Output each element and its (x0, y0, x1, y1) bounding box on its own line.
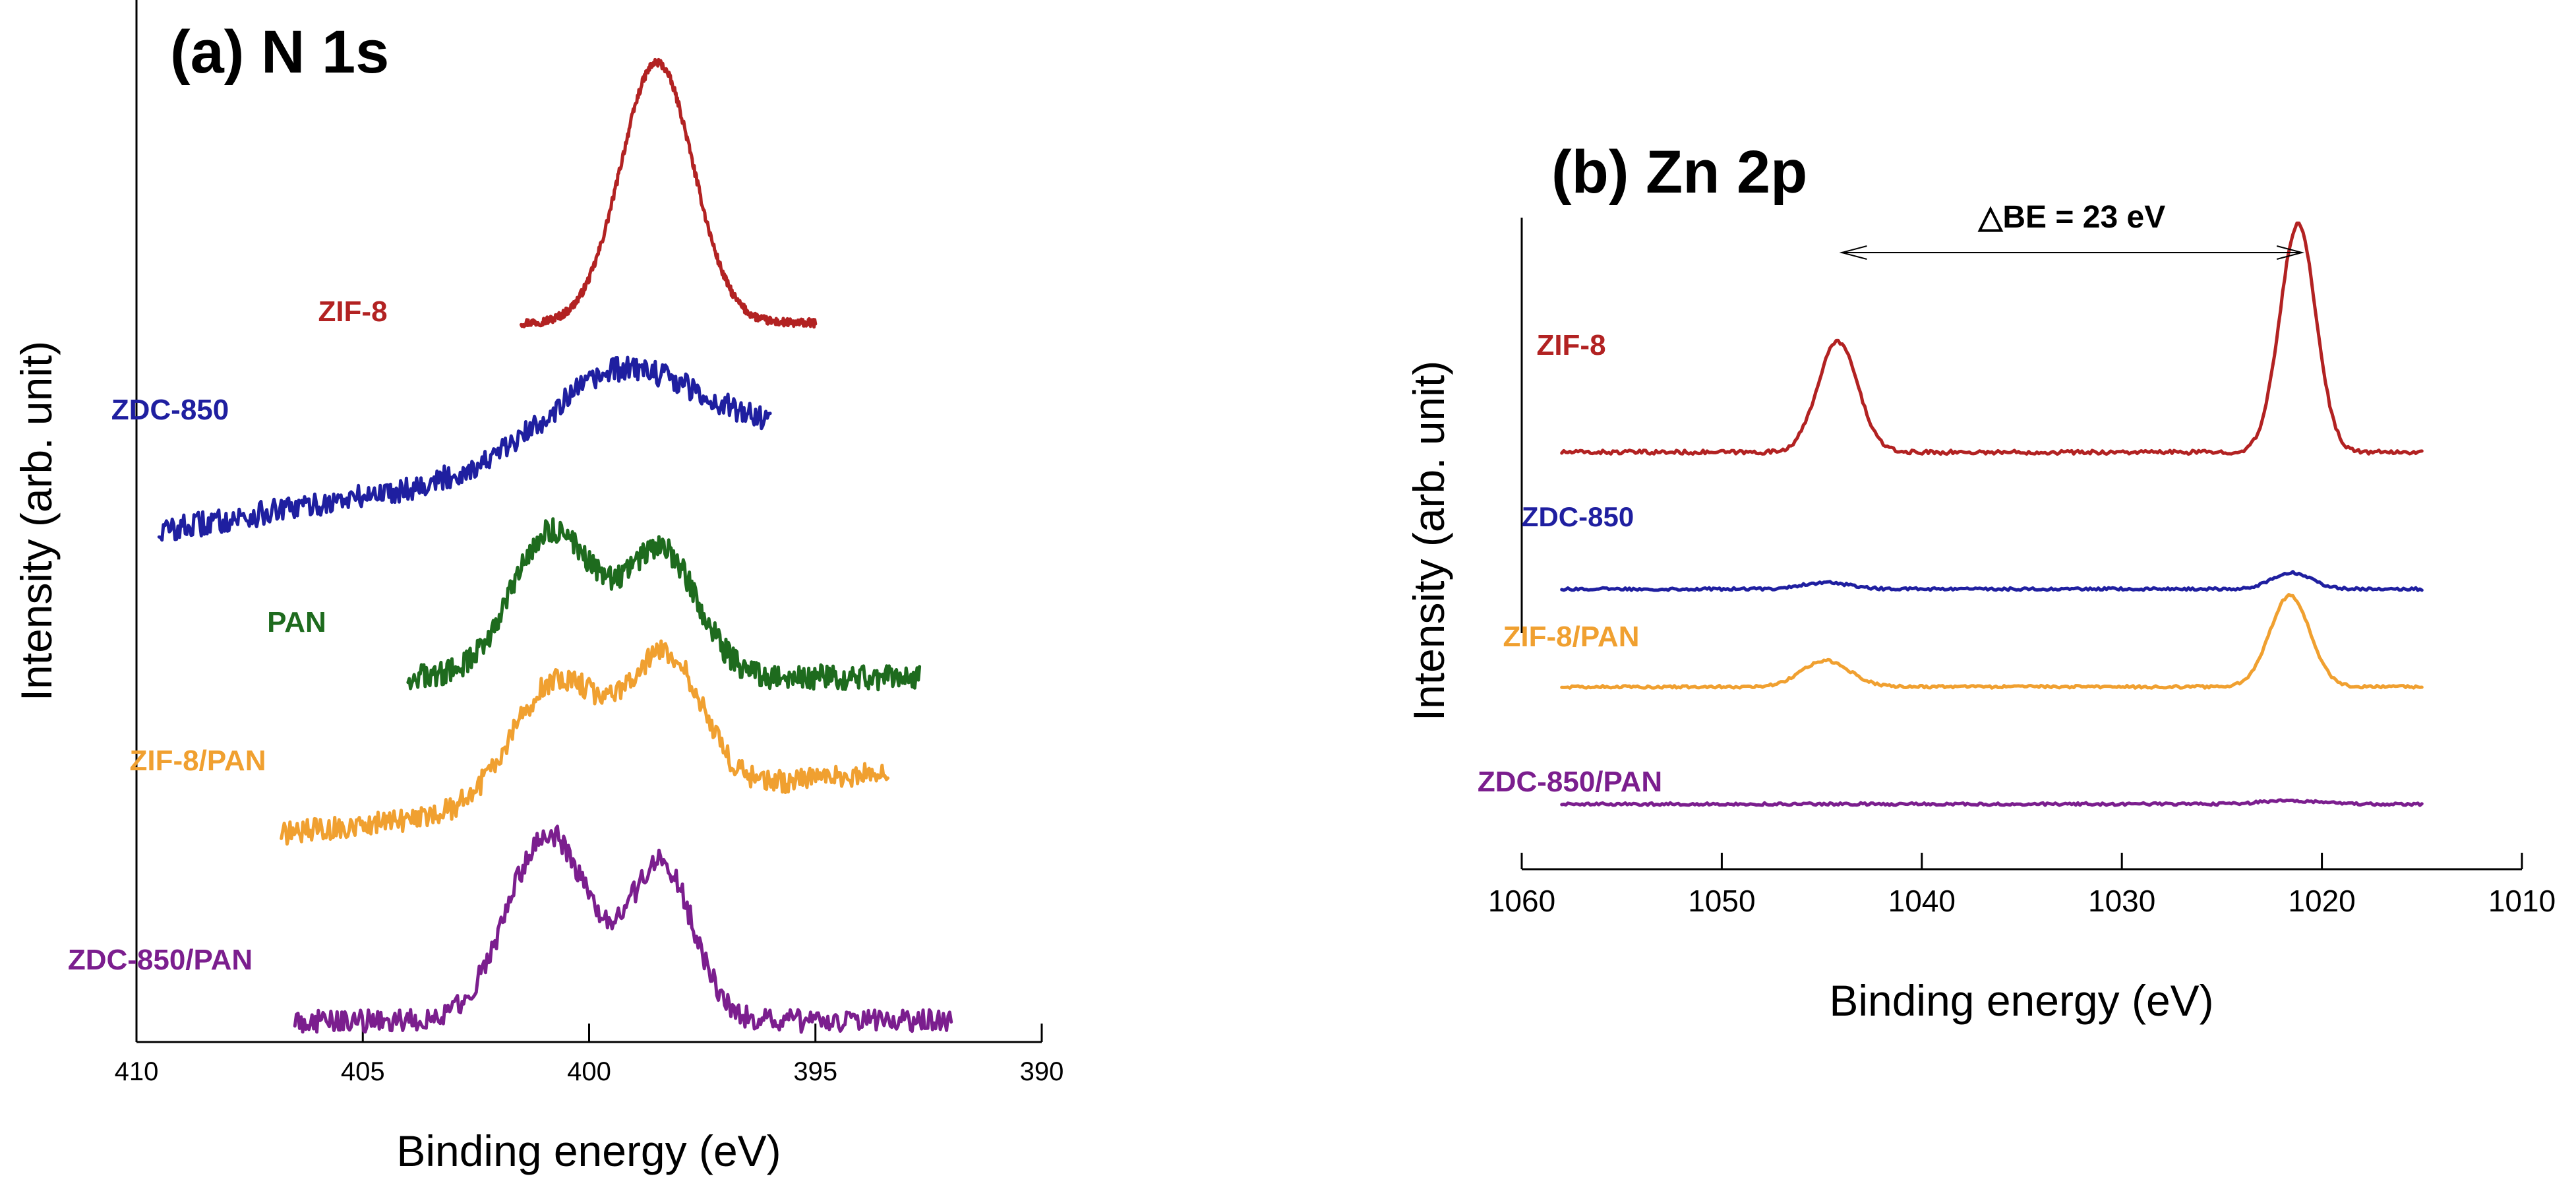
series-line-zif-8-pan (280, 639, 890, 846)
series-label-zdc-850-pan: ZDC-850/PAN (1478, 766, 1662, 798)
x-tick-label: 1060 (1488, 884, 1555, 918)
x-tick-label: 1040 (1888, 884, 1956, 918)
series-label-zif-8-pan: ZIF-8/PAN (130, 745, 266, 777)
x-tick-label: 400 (567, 1057, 611, 1086)
delta-be-label: △BE = 23 eV (1977, 200, 2165, 235)
arrow-left-icon (1839, 245, 1867, 260)
x-tick-label: 390 (1020, 1057, 1064, 1086)
x-tick-label: 1050 (1688, 884, 1755, 918)
series-label-zdc-850: ZDC-850 (111, 394, 229, 426)
series-line-zif-8 (1560, 221, 2424, 456)
series-label-zdc-850: ZDC-850 (1522, 501, 1634, 532)
series-label-zdc-850-pan: ZDC-850/PAN (68, 944, 253, 976)
series-line-zif-8-pan (1560, 593, 2424, 690)
x-tick-label: 1020 (2288, 884, 2355, 918)
panel-title: (b) Zn 2p (1551, 138, 1807, 206)
x-axis-label: Binding energy (eV) (1829, 976, 2213, 1025)
y-axis-label: Intensity (arb. unit) (12, 341, 61, 702)
panel-b-zn2p: 1060 1050 1040 1030 1020 1010 (b) Zn 2p Binding… (1404, 138, 2556, 1025)
series-line-pan (406, 517, 922, 692)
x-axis-label: Binding energy (eV) (396, 1126, 781, 1175)
series-label-zif-8: ZIF-8 (1536, 329, 1605, 361)
series-label-zif-8: ZIF-8 (318, 295, 387, 328)
series-line-zdc-850 (1560, 570, 2424, 592)
x-tick-label: 410 (115, 1057, 159, 1086)
series-line-zdc-850 (157, 355, 772, 542)
y-axis-label: Intensity (arb. unit) (1404, 361, 1453, 721)
series-line-zdc-850-pan (1560, 798, 2424, 807)
series-line-zdc-850-pan (293, 824, 953, 1034)
x-tick-label: 395 (793, 1057, 837, 1086)
x-tick-label: 1010 (2488, 884, 2556, 918)
series-label-zif-8-pan: ZIF-8/PAN (1503, 621, 1640, 653)
panel-a-n1s: 410 405 400 395 390 (a) N 1s Binding energy (e… (12, 0, 1063, 1175)
arrow-right-icon (2277, 245, 2305, 260)
panel-title: (a) N 1s (170, 18, 389, 86)
series-label-pan: PAN (267, 606, 326, 638)
delta-be-annotation: △BE = 23 eV (1839, 200, 2305, 260)
series-line-zif-8 (520, 57, 818, 329)
x-tick-label: 1030 (2088, 884, 2155, 918)
x-tick-label: 405 (341, 1057, 385, 1086)
